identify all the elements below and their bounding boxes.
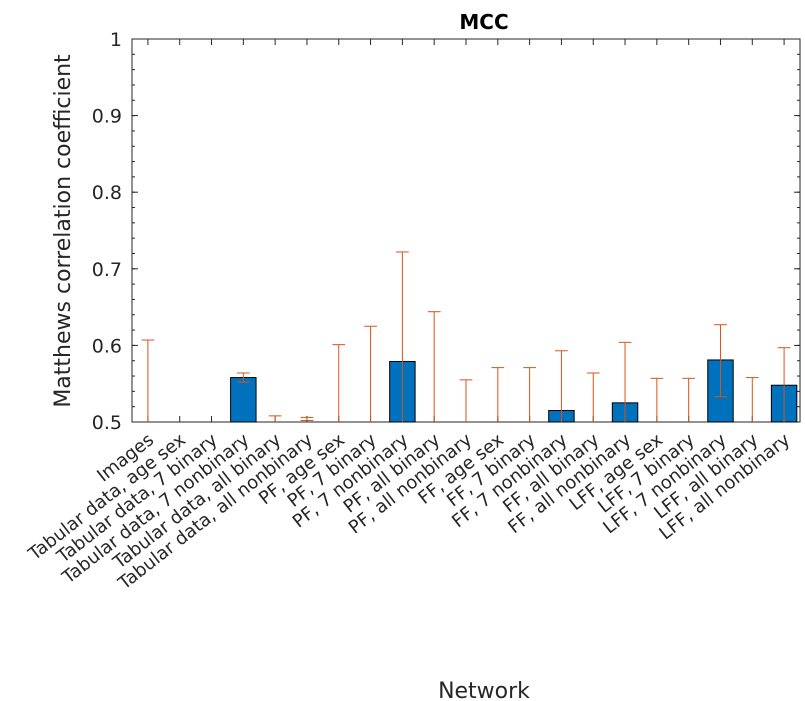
y-tick-label: 0.8 <box>92 182 122 204</box>
bar <box>230 377 257 423</box>
y-tick-label: 0.6 <box>92 335 122 357</box>
x-axis-label: Network <box>438 679 530 701</box>
y-tick-label: 0.7 <box>92 259 122 281</box>
y-tick-label: 1 <box>110 29 122 51</box>
chart-title: MCC <box>459 10 508 34</box>
y-tick-label: 0.5 <box>92 412 122 434</box>
y-tick-label: 0.9 <box>92 106 122 128</box>
axes-box <box>131 38 801 423</box>
y-axis-label: Matthews correlation coefficient <box>51 54 76 408</box>
